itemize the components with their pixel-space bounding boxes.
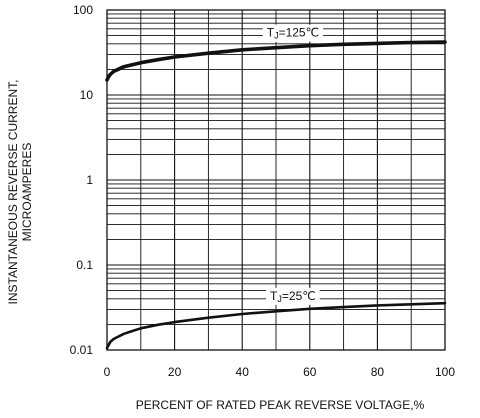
y-tick-label: 1 <box>86 173 93 187</box>
curves <box>105 40 447 350</box>
x-tick-labels: 0 20 40 60 80 100 <box>104 365 456 379</box>
y-tick-label: 100 <box>73 3 93 17</box>
x-tick-label: 20 <box>168 365 182 379</box>
y-tick-label: 10 <box>80 88 94 102</box>
y-tick-label: 0.01 <box>70 343 94 357</box>
series-curve <box>105 301 447 350</box>
y-tick-labels: 0.01 0.1 1 10 100 <box>70 3 94 357</box>
curve-labels: TJ=125℃ TJ=25℃ <box>262 24 324 305</box>
x-tick-label: 60 <box>303 365 317 379</box>
series-label: TJ=25℃ <box>270 289 316 304</box>
x-tick-label: 80 <box>371 365 385 379</box>
y-tick-label: 0.1 <box>76 258 93 272</box>
series-label: TJ=125℃ <box>267 26 319 41</box>
x-axis-label: PERCENT OF RATED PEAK REVERSE VOLTAGE,% <box>136 398 425 412</box>
plot-frame <box>106 9 446 351</box>
series-label-background <box>262 24 324 42</box>
series-label-background <box>266 287 320 305</box>
y-axis-label-line-1: INSTANTANEOUS REVERSE CURRENT, <box>6 80 20 305</box>
x-tick-label: 100 <box>435 365 455 379</box>
series-curve <box>105 40 447 82</box>
y-axis-label-line-2: MICROAMPERES <box>20 143 34 242</box>
x-tick-label: 40 <box>236 365 250 379</box>
x-tick-label: 0 <box>104 365 111 379</box>
